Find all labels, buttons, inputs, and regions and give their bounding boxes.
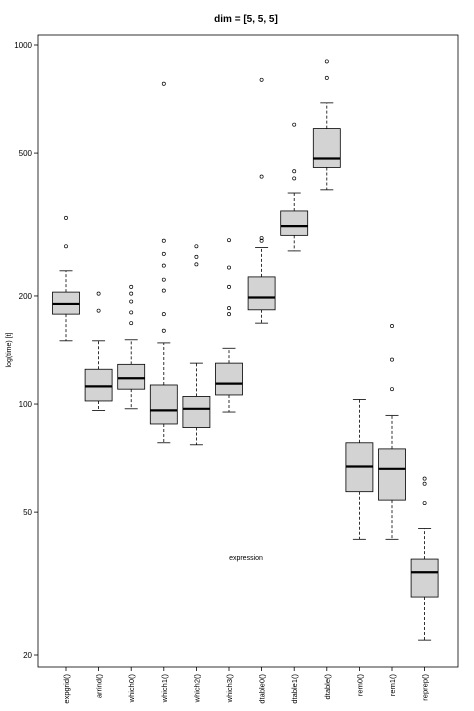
y-tick-label: 1000 — [14, 41, 32, 50]
outlier-point — [129, 310, 134, 315]
outlier-point — [161, 251, 166, 256]
x-tick-label: which2() — [192, 674, 201, 704]
outlier-point — [96, 291, 101, 296]
iqr-box — [312, 128, 341, 168]
outlier-point — [129, 299, 134, 304]
outlier-point — [129, 284, 134, 289]
outlier-point — [292, 122, 297, 127]
y-tick-label: 100 — [19, 400, 33, 409]
chart-title: dim = [5, 5, 5] — [214, 14, 278, 25]
outlier-point — [161, 263, 166, 268]
y-axis-label: log(time) [t] — [6, 332, 13, 367]
box-dtable1 — [280, 122, 309, 252]
outlier-point — [259, 236, 264, 240]
outlier-point — [194, 244, 199, 249]
outlier-point — [390, 387, 394, 392]
outlier-point — [227, 306, 231, 311]
box-rem0 — [345, 399, 374, 540]
x-axis: expgrid() arrind() which0() which1() which2(… — [62, 667, 430, 704]
iqr-box — [410, 558, 439, 598]
outlier-point — [292, 176, 297, 181]
iqr-box — [280, 210, 309, 236]
outlier-point — [64, 215, 68, 220]
outlier-point — [422, 481, 427, 486]
outlier-point — [161, 288, 166, 293]
outlier-point — [194, 254, 199, 259]
iqr-box — [149, 384, 178, 425]
boxes-group — [52, 59, 439, 641]
iqr-box — [84, 368, 113, 402]
box-dtable0 — [247, 77, 276, 324]
outlier-point — [194, 262, 199, 267]
x-tick-label: arrind() — [95, 673, 104, 698]
plot-frame — [37, 34, 459, 668]
outlier-point — [227, 284, 231, 289]
outlier-point — [227, 238, 231, 243]
x-tick-label: rem1() — [388, 674, 397, 697]
box-arrind — [84, 291, 113, 411]
outlier-point — [390, 324, 394, 328]
x-tick-label: which3() — [225, 674, 234, 704]
x-tick-label: dtable() — [323, 674, 332, 700]
iqr-box — [247, 276, 276, 311]
outlier-point — [324, 75, 329, 80]
iqr-box — [117, 363, 146, 390]
outlier-point — [129, 291, 134, 296]
box-which2 — [182, 244, 211, 446]
outlier-point — [422, 501, 427, 505]
outlier-point — [161, 238, 166, 243]
iqr-box — [378, 448, 406, 501]
outlier-point — [161, 328, 166, 333]
outlier-point — [227, 312, 231, 317]
box-dtable — [312, 59, 341, 191]
outlier-point — [259, 238, 264, 243]
box-rem1 — [378, 324, 406, 540]
box-which1 — [149, 81, 178, 444]
x-tick-label: dtable1() — [290, 674, 299, 704]
outlier-point — [129, 321, 134, 326]
outlier-point — [259, 174, 264, 179]
box-which3 — [215, 238, 243, 413]
outlier-point — [161, 277, 166, 282]
outlier-point — [292, 169, 297, 174]
x-tick-label: which1() — [160, 674, 169, 704]
x-tick-label: expgrid() — [62, 673, 71, 703]
outlier-point — [324, 59, 329, 64]
iqr-box — [215, 362, 243, 396]
outlier-point — [259, 77, 264, 82]
y-tick-label: 50 — [23, 508, 32, 517]
y-axis: 20 50 100 200 500 1000 — [14, 41, 38, 660]
x-tick-label: reprep() — [421, 674, 430, 701]
outlier-point — [422, 476, 427, 481]
outlier-point — [227, 265, 231, 270]
box-which0 — [117, 284, 146, 410]
y-tick-label: 500 — [19, 149, 33, 158]
outlier-point — [390, 357, 394, 362]
x-tick-label: dtable0() — [258, 674, 267, 704]
y-tick-label: 20 — [23, 651, 32, 660]
box-expgrid — [52, 215, 80, 342]
outlier-point — [161, 81, 166, 86]
outlier-point — [161, 312, 166, 317]
y-tick-label: 200 — [19, 292, 33, 301]
iqr-box — [182, 396, 211, 428]
outlier-point — [96, 308, 101, 313]
box-reprep — [410, 476, 439, 641]
x-tick-label: rem0() — [355, 674, 364, 697]
x-tick-label: which0() — [127, 674, 136, 704]
x-axis-label: expression — [229, 555, 263, 562]
outlier-point — [64, 244, 68, 249]
